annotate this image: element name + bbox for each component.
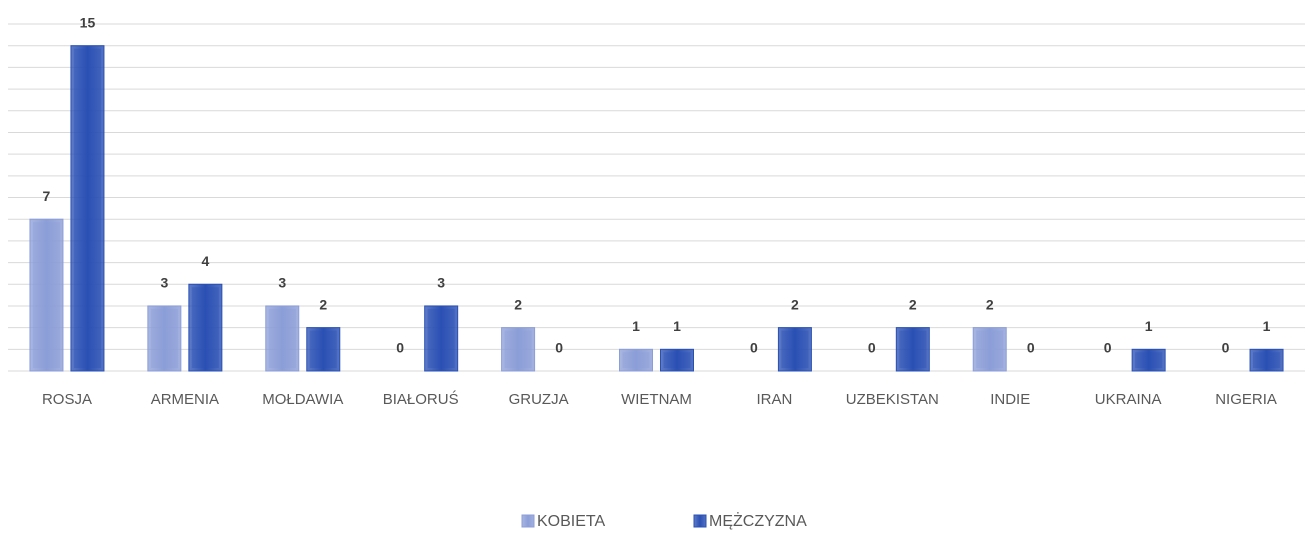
bar bbox=[1131, 348, 1166, 372]
bar-bevel bbox=[781, 330, 809, 368]
bar-bevel bbox=[73, 48, 101, 368]
x-tick-label: IRAN bbox=[756, 391, 792, 408]
bar-bevel bbox=[899, 330, 927, 368]
legend-label: KOBIETA bbox=[537, 513, 605, 530]
bar bbox=[619, 348, 653, 372]
bar bbox=[501, 327, 536, 372]
data-label: 7 bbox=[43, 188, 51, 204]
x-tick-label: GRUZJA bbox=[509, 391, 569, 408]
bar bbox=[424, 305, 459, 372]
bar-bevel bbox=[1135, 352, 1163, 368]
bar bbox=[70, 45, 105, 372]
data-label: 2 bbox=[791, 296, 799, 312]
data-label: 1 bbox=[1145, 318, 1153, 334]
bar-bevel bbox=[150, 308, 178, 368]
bar bbox=[29, 218, 64, 372]
bar-bevel bbox=[663, 352, 691, 368]
bar bbox=[777, 327, 812, 372]
x-tick-label: MOŁDAWIA bbox=[262, 391, 343, 408]
data-label: 1 bbox=[673, 318, 681, 334]
data-label: 4 bbox=[201, 253, 209, 269]
x-tick-label: UKRAINA bbox=[1095, 391, 1162, 408]
data-label: 1 bbox=[1263, 318, 1271, 334]
bar bbox=[972, 327, 1007, 372]
legend-swatch bbox=[693, 514, 707, 528]
legend-label: MĘŻCZYZNA bbox=[709, 511, 807, 530]
data-label: 2 bbox=[909, 296, 917, 312]
bar bbox=[306, 327, 341, 372]
data-label: 0 bbox=[555, 340, 563, 356]
bar-bevel bbox=[427, 308, 455, 368]
bar bbox=[188, 283, 223, 372]
bar bbox=[265, 305, 300, 372]
data-label: 3 bbox=[278, 275, 286, 291]
data-label: 0 bbox=[1222, 340, 1230, 356]
bar bbox=[660, 348, 694, 372]
bar bbox=[1249, 348, 1284, 372]
data-label: 0 bbox=[750, 340, 758, 356]
data-label: 0 bbox=[396, 340, 404, 356]
data-label: 2 bbox=[986, 296, 994, 312]
bar-bevel bbox=[32, 222, 60, 368]
bar bbox=[147, 305, 182, 372]
x-tick-label: ROSJA bbox=[42, 391, 92, 408]
x-tick-label: INDIE bbox=[990, 391, 1030, 408]
data-label: 0 bbox=[868, 340, 876, 356]
bar-bevel bbox=[309, 330, 337, 368]
data-label: 1 bbox=[632, 318, 640, 334]
x-tick-label: ARMENIA bbox=[151, 391, 219, 408]
legend-swatch bbox=[521, 514, 535, 528]
x-tick-label: WIETNAM bbox=[621, 391, 692, 408]
data-label: 3 bbox=[437, 275, 445, 291]
x-tick-label: NIGERIA bbox=[1215, 391, 1277, 408]
data-label: 2 bbox=[319, 296, 327, 312]
data-label: 2 bbox=[514, 296, 522, 312]
bar bbox=[895, 327, 930, 372]
bar-bevel bbox=[1253, 352, 1281, 368]
bar-bevel bbox=[268, 308, 296, 368]
bar-bevel bbox=[976, 330, 1004, 368]
x-tick-label: UZBEKISTAN bbox=[846, 391, 939, 408]
bar-bevel bbox=[504, 330, 532, 368]
data-label: 3 bbox=[160, 275, 168, 291]
bar-bevel bbox=[622, 352, 650, 368]
x-tick-label: BIAŁORUŚ bbox=[383, 390, 459, 408]
data-label: 0 bbox=[1027, 340, 1035, 356]
bar-bevel bbox=[191, 287, 219, 368]
data-label: 0 bbox=[1104, 340, 1112, 356]
data-label: 15 bbox=[80, 14, 96, 30]
